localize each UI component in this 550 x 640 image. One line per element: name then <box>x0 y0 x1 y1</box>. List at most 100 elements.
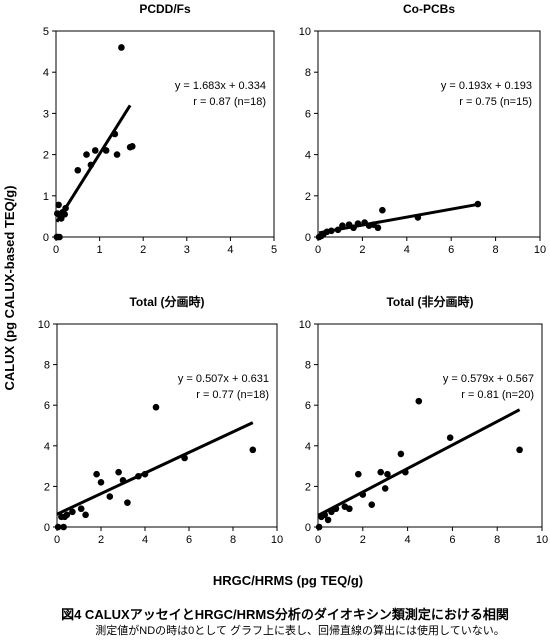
regression-line <box>318 202 480 235</box>
y-tick-label: 10 <box>299 26 311 38</box>
data-point <box>119 477 127 484</box>
figure-caption: 図4 CALUXアッセイとHRGC/HRMS分析のダイオキシン類測定における相関 <box>61 607 509 622</box>
data-point <box>118 44 125 51</box>
data-point <box>321 511 329 519</box>
x-tick-label: 10 <box>534 244 546 256</box>
y-tick-label: 4 <box>305 150 311 162</box>
plot-frame <box>55 30 275 238</box>
regression-line <box>56 421 254 516</box>
data-point <box>328 227 335 235</box>
y-tick-label: 4 <box>43 67 49 79</box>
panel-pcdd-fs: PCDD/Fs 0 1 2 3 4 5 0 1 2 3 4 5 y = 1.683x + 0.334 r =… <box>43 2 277 256</box>
y-tick-label: 0 <box>44 522 50 534</box>
x-tick-label: 1 <box>97 244 103 256</box>
data-point <box>359 491 367 498</box>
data-point <box>354 220 362 227</box>
data-point <box>339 222 346 229</box>
panel-title: Total (分画時) <box>129 294 204 309</box>
y-tick-label: 6 <box>44 400 50 412</box>
data-point <box>93 470 100 478</box>
data-point <box>332 505 340 513</box>
y-tick-label: 6 <box>305 400 311 412</box>
data-point <box>516 446 523 454</box>
x-tick-label: 2 <box>140 244 146 256</box>
data-point <box>355 470 362 478</box>
y-tick-label: 2 <box>305 191 311 203</box>
x-tick-label: 3 <box>184 244 190 256</box>
regression-stats: r = 0.87 (n=18) <box>193 96 266 108</box>
regression-equation: y = 0.579x + 0.567 <box>443 373 534 385</box>
data-point <box>61 211 69 218</box>
data-point <box>374 224 382 232</box>
data-point <box>106 493 114 500</box>
regression-equation: y = 0.507x + 0.631 <box>178 373 269 385</box>
x-tick-label: 8 <box>493 244 499 256</box>
regression-equation: y = 1.683x + 0.334 <box>175 80 266 92</box>
data-point <box>135 472 142 480</box>
y-tick-label: 8 <box>305 67 311 79</box>
data-point <box>402 468 409 476</box>
data-point <box>315 523 323 531</box>
y-tick-label: 0 <box>305 522 311 534</box>
y-tick-label: 2 <box>43 150 49 162</box>
chart-panels: PCDD/Fs 0 1 2 3 4 5 0 1 2 3 4 5 y = 1.683x + 0.334 r =… <box>38 2 548 546</box>
data-point <box>124 499 131 506</box>
x-tick-label: 2 <box>98 534 104 546</box>
regression-line <box>317 408 521 517</box>
x-tick-label: 0 <box>315 244 321 256</box>
panel-title: Co-PCBs <box>403 2 455 16</box>
y-tick-label: 0 <box>43 232 49 244</box>
y-tick-label: 5 <box>43 26 49 38</box>
plot-frame <box>56 323 278 528</box>
data-point <box>69 508 76 516</box>
data-point <box>129 143 136 150</box>
data-point <box>63 511 71 519</box>
x-tick-label: 8 <box>494 534 500 546</box>
data-point <box>346 505 353 513</box>
y-tick-label: 10 <box>299 319 311 331</box>
data-point <box>115 468 122 476</box>
data-point <box>152 403 160 411</box>
y-tick-label: 10 <box>38 319 50 331</box>
x-axis-title: HRGC/HRMS (pg TEQ/g) <box>213 573 363 588</box>
x-tick-label: 0 <box>54 534 60 546</box>
x-tick-label: 0 <box>53 244 59 256</box>
data-point <box>113 151 121 158</box>
data-point <box>384 470 391 478</box>
x-tick-label: 2 <box>360 534 366 546</box>
y-tick-label: 4 <box>305 441 311 453</box>
data-point <box>377 468 385 476</box>
data-point <box>87 161 95 169</box>
y-tick-label: 2 <box>305 481 311 493</box>
x-tick-label: 4 <box>142 534 148 546</box>
x-tick-label: 6 <box>448 244 454 256</box>
data-point <box>102 147 110 154</box>
data-point <box>60 523 67 531</box>
data-point <box>82 511 89 519</box>
data-point <box>381 485 389 492</box>
data-point <box>62 204 69 212</box>
data-point <box>379 206 386 214</box>
data-point <box>74 166 82 174</box>
panel-co-pcbs: Co-PCBs 0 2 4 6 8 10 0 2 4 6 8 10 y = 0.193x + 0.193 r… <box>299 2 546 256</box>
data-point <box>83 151 90 158</box>
data-point <box>249 446 257 454</box>
panel-title: PCDD/Fs <box>139 2 191 16</box>
regression-equation: y = 0.193x + 0.193 <box>441 80 532 92</box>
x-tick-label: 6 <box>449 534 455 546</box>
x-tick-label: 8 <box>230 534 236 546</box>
data-point <box>350 224 357 232</box>
data-point <box>446 434 454 441</box>
x-tick-label: 0 <box>315 534 321 546</box>
x-tick-label: 4 <box>227 244 233 256</box>
regression-stats: r = 0.81 (n=20) <box>461 389 534 401</box>
y-tick-label: 1 <box>43 191 49 203</box>
y-tick-label: 8 <box>44 360 50 372</box>
y-tick-label: 3 <box>43 108 49 120</box>
data-point <box>77 505 85 513</box>
y-tick-label: 8 <box>305 360 311 372</box>
data-point <box>111 130 119 138</box>
regression-stats: r = 0.75 (n=15) <box>459 96 532 108</box>
y-tick-label: 0 <box>305 232 311 244</box>
